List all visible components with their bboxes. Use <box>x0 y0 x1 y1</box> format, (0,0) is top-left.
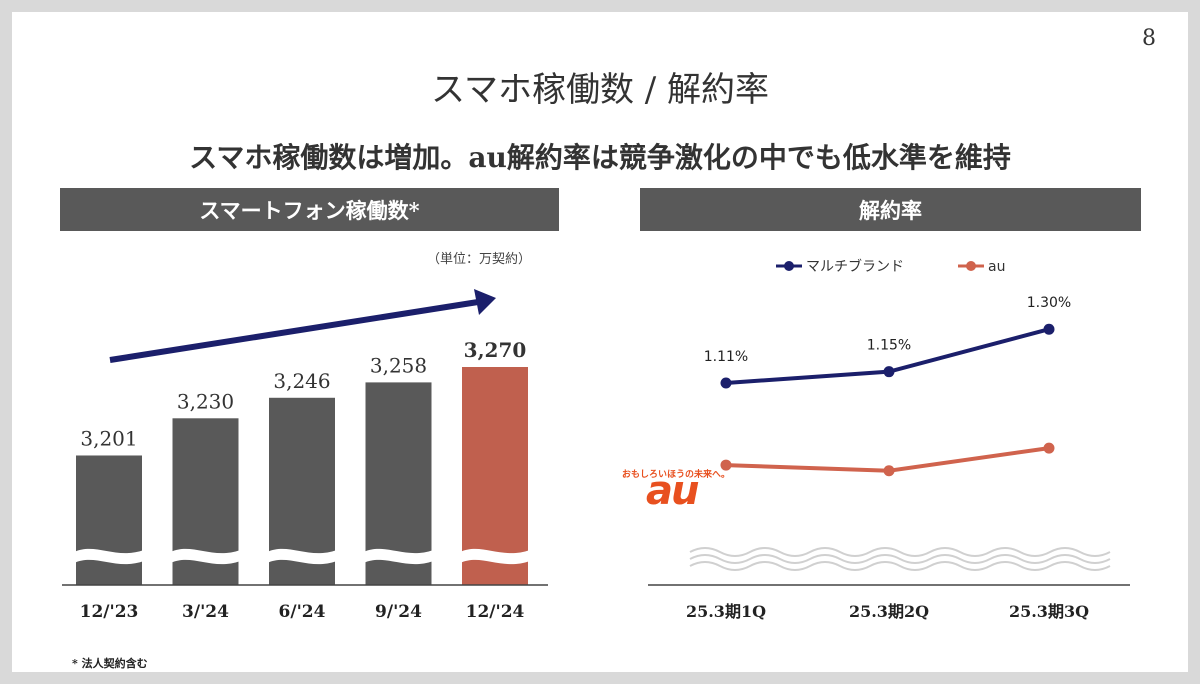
x-tick-label-2: 6/'24 <box>279 602 326 622</box>
bar-value-label-3: 3,258 <box>370 353 427 377</box>
legend-label-1: au <box>988 259 1005 275</box>
unit-label: （単位：万契約） <box>427 252 532 267</box>
page-subtitle: スマホ稼働数は増加。au解約率は競争激化の中でも低水準を維持 <box>189 141 1011 174</box>
bar-value-label-4: 3,270 <box>464 338 527 362</box>
bar-value-label-1: 3,230 <box>177 389 234 413</box>
au-logo: au <box>646 468 699 514</box>
series-1-point-2 <box>1043 442 1055 454</box>
axis-break-0 <box>74 548 144 565</box>
axis-break-1 <box>170 548 241 565</box>
series-1-point-1 <box>883 465 895 477</box>
axis-break-2 <box>267 548 337 565</box>
page-title: スマホ稼働数 / 解約率 <box>430 70 770 110</box>
page-number: 8 <box>1142 26 1156 51</box>
data-label-0-2: 1.30% <box>1027 295 1071 311</box>
x-tick-label-4: 12/'24 <box>466 602 525 622</box>
axis-break-wave-0 <box>689 547 1111 557</box>
axis-break-3 <box>363 548 434 565</box>
axis-break-wave-1 <box>689 554 1111 564</box>
series-1-point-0 <box>720 459 732 471</box>
churn-panel-header: 解約率 <box>640 188 1141 231</box>
series-0-point-1 <box>883 366 895 378</box>
axis-break-wave-2 <box>689 561 1111 571</box>
bar-value-label-0: 3,201 <box>80 426 137 450</box>
au-logo-tagline: おもしろいほうの未来へ。 <box>622 470 731 480</box>
x-tick-label-3: 9/'24 <box>375 602 422 622</box>
legend-label-0: マルチブランド <box>806 258 904 275</box>
trend-arrow-line <box>109 299 479 363</box>
bar-4 <box>462 367 528 585</box>
x-tick-label-right-0: 25.3期1Q <box>686 602 766 621</box>
smartphone-panel-header: スマートフォン稼働数* <box>60 188 559 231</box>
bar-value-label-2: 3,246 <box>273 369 330 393</box>
x-tick-label-right-1: 25.3期2Q <box>849 602 929 621</box>
series-0-point-0 <box>720 377 732 389</box>
x-tick-label-right-2: 25.3期3Q <box>1009 602 1089 621</box>
footnote: * 法人契約含む <box>72 657 148 670</box>
data-label-0-0: 1.11% <box>704 349 748 365</box>
data-label-0-1: 1.15% <box>867 338 911 354</box>
series-0-point-2 <box>1043 323 1055 335</box>
legend-marker-0 <box>784 261 794 271</box>
axis-break-4 <box>460 548 530 565</box>
legend-marker-1 <box>966 261 976 271</box>
x-tick-label-1: 3/'24 <box>182 602 229 622</box>
x-tick-label-0: 12/'23 <box>80 602 139 622</box>
trend-arrow-head <box>474 289 496 315</box>
